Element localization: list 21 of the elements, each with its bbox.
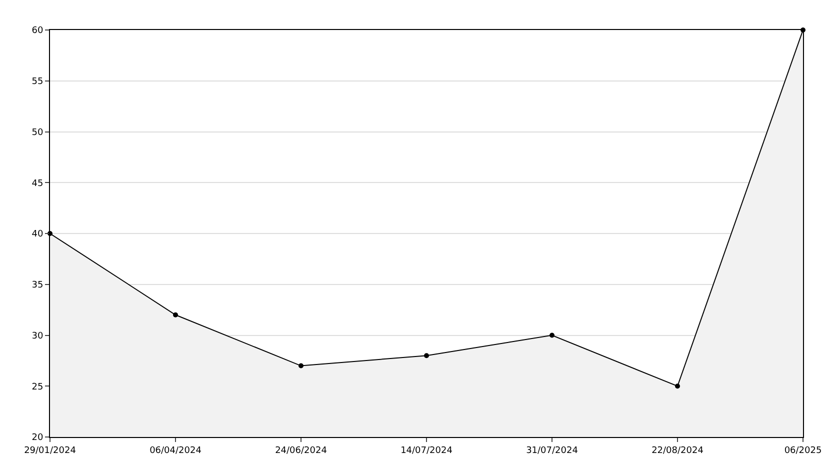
y-tick-label: 55 <box>32 77 44 88</box>
y-tick-label: 45 <box>32 178 44 189</box>
x-tick-label: 22/08/2024 <box>652 446 704 456</box>
y-tick-label: 20 <box>32 433 44 444</box>
x-tick-label: 24/06/2024 <box>275 446 328 456</box>
point <box>675 384 680 389</box>
point <box>550 332 554 338</box>
y-tick-label: 35 <box>32 280 44 291</box>
y-tick-label: 25 <box>32 382 44 392</box>
x-tick-label: 14/07/2024 <box>400 446 453 456</box>
y-tick-label: 30 <box>32 331 44 342</box>
x-tick-label: 06/04/2024 <box>150 446 202 456</box>
y-tick-label: 60 <box>32 26 44 36</box>
x-tick-label: 29/01/2024 <box>24 446 76 456</box>
y-tick-label: 40 <box>32 230 44 240</box>
point <box>173 312 178 318</box>
point <box>298 363 304 368</box>
x-tick-label: 31/07/2024 <box>526 446 578 456</box>
point <box>424 353 429 358</box>
y-tick-label: 50 <box>32 128 44 138</box>
x-tick-label: 06/2025 <box>784 446 822 456</box>
